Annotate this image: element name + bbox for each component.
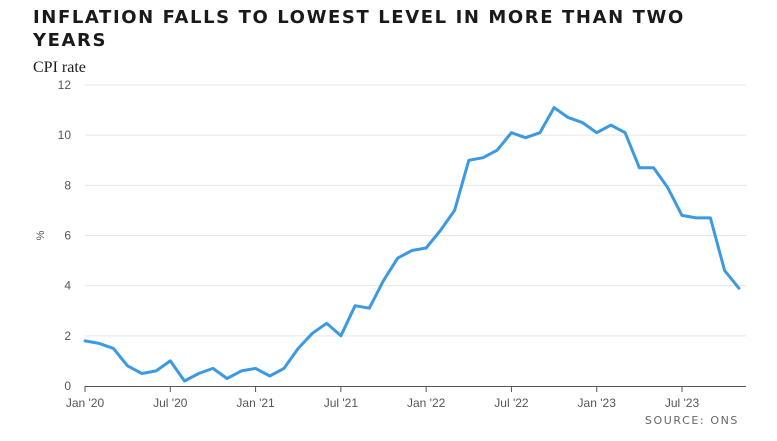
x-tick-label: Jan '22 xyxy=(407,396,446,410)
y-tick-label: 0 xyxy=(64,379,71,393)
x-tick-label: Jan '20 xyxy=(66,396,105,410)
x-tick-label: Jan '23 xyxy=(578,396,617,410)
grid-lines xyxy=(85,84,746,337)
y-axis-label: % xyxy=(35,230,47,240)
y-tick-label: 6 xyxy=(64,229,71,243)
chart-subtitle: CPI rate xyxy=(33,59,86,76)
y-tick-label: 12 xyxy=(58,78,72,92)
y-axis-ticks: 0 2 4 6 8 10 12 xyxy=(58,78,72,393)
y-tick-label: 8 xyxy=(64,178,71,192)
x-tick-label: Jan '21 xyxy=(236,396,275,410)
series-line-cpi xyxy=(83,106,741,383)
y-tick-label: 2 xyxy=(64,329,71,343)
series xyxy=(83,106,741,383)
x-tick-label: Jul '23 xyxy=(665,396,700,410)
source-note: SOURCE: ONS xyxy=(644,414,739,427)
x-tick-label: Jul '20 xyxy=(153,396,188,410)
x-axis-ticks: Jan '20 Jul '20 Jan '21 Jul '21 Jan '22 Jul '… xyxy=(66,386,700,410)
y-tick-label: 10 xyxy=(58,128,72,142)
chart-title: INFLATION FALLS TO LOWEST LEVEL IN MORE … xyxy=(33,7,685,51)
x-tick-label: Jul '21 xyxy=(324,396,359,410)
x-tick-label: Jul '22 xyxy=(494,396,529,410)
y-tick-label: 4 xyxy=(64,279,71,293)
